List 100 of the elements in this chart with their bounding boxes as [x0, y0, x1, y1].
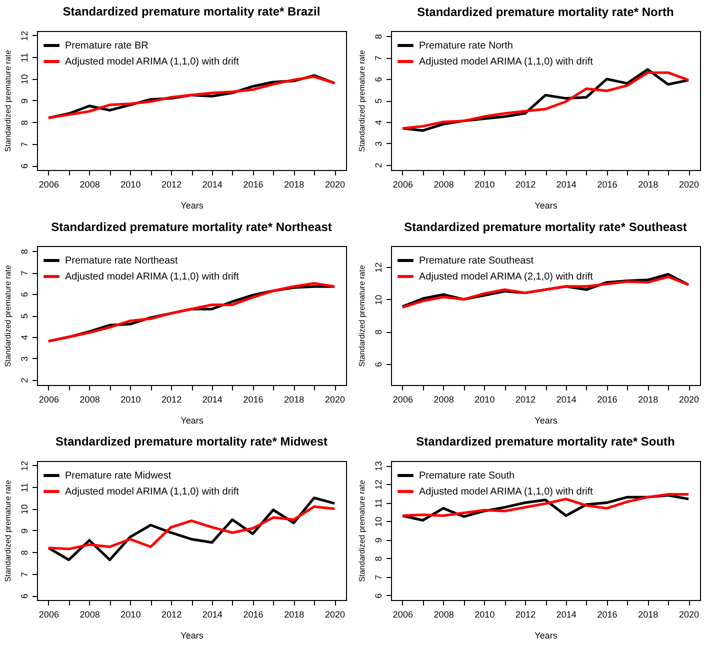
y-tick-label: 7 — [20, 270, 30, 276]
y-tick-label: 10 — [374, 516, 384, 527]
y-tick-label: 6 — [20, 594, 30, 599]
x-tick-label: 2006 — [38, 180, 59, 190]
x-tick-label: 2020 — [679, 610, 700, 620]
x-tick-label: 2010 — [474, 394, 495, 404]
legend-label: Premature rate BR — [65, 40, 148, 52]
y-tick-label: 12 — [374, 262, 384, 273]
chart-title: Standardized premature mortality rate* North — [417, 5, 674, 19]
x-tick-label: 2008 — [434, 610, 454, 620]
y-tick-label: 10 — [20, 74, 30, 84]
legend-label: Premature rate Northeast — [65, 256, 178, 266]
chart-title: Standardized premature mortality rate* Brazil — [62, 4, 320, 18]
x-tick-label: 2006 — [392, 180, 413, 190]
y-tick-label: 6 — [374, 362, 384, 367]
x-tick-label: 2006 — [392, 610, 413, 620]
x-tick-label: 2016 — [597, 180, 618, 190]
legend-label: Adjusted model ARIMA (1,1,0) with drift — [65, 486, 240, 498]
legend-label: Adjusted model ARIMA (1,1,0) with drift — [419, 486, 594, 498]
x-tick-label: 2018 — [284, 394, 304, 404]
x-tick-label: 2008 — [434, 180, 454, 190]
y-tick-label: 8 — [374, 34, 384, 40]
legend-label: Premature rate South — [419, 470, 515, 482]
x-tick-label: 2010 — [120, 610, 141, 620]
x-tick-label: 2008 — [80, 394, 100, 404]
x-tick-label: 2014 — [202, 610, 222, 620]
y-tick-label: 5 — [374, 98, 384, 104]
y-axis-title: Standardized premature rate — [358, 264, 366, 367]
y-tick-label: 10 — [20, 504, 30, 514]
y-axis-title: Standardized premature rate — [4, 264, 12, 367]
x-tick-label: 2006 — [38, 394, 59, 404]
y-tick-label: 9 — [20, 98, 30, 104]
chart-title: Standardized premature mortality rate* Midwest — [55, 434, 328, 448]
x-tick-label: 2010 — [474, 180, 495, 190]
y-tick-label: 13 — [374, 461, 384, 472]
chart-title: Standardized premature mortality rate* Northeast — [51, 220, 332, 234]
chart-title: Standardized premature mortality rate* South — [416, 434, 675, 449]
y-tick-label: 6 — [374, 593, 384, 598]
x-tick-label: 2016 — [597, 394, 618, 404]
x-tick-label: 2012 — [516, 610, 536, 620]
x-tick-label: 2012 — [162, 180, 182, 190]
y-tick-label: 6 — [20, 164, 30, 169]
y-tick-label: 12 — [20, 460, 30, 471]
y-tick-label: 9 — [20, 528, 30, 534]
x-tick-label: 2010 — [120, 394, 141, 404]
x-tick-label: 2014 — [202, 394, 222, 404]
x-tick-label: 2020 — [325, 180, 346, 190]
y-tick-label: 6 — [374, 77, 384, 82]
y-axis-title: Standardized premature rate — [358, 480, 366, 582]
y-tick-label: 3 — [20, 356, 30, 362]
y-tick-label: 8 — [20, 550, 30, 556]
y-tick-label: 5 — [20, 313, 30, 319]
y-axis-title: Standardized premature rate — [358, 50, 366, 152]
x-tick-label: 2020 — [679, 180, 700, 190]
x-axis-title: Years — [534, 200, 558, 210]
x-axis-title: Years — [534, 416, 558, 426]
y-tick-label: 7 — [20, 572, 30, 577]
legend-label: Adjusted model ARIMA (1,1,0) with drift — [65, 272, 240, 282]
x-tick-label: 2014 — [556, 394, 576, 404]
y-tick-label: 7 — [374, 574, 384, 580]
x-tick-label: 2020 — [325, 394, 346, 404]
y-tick-label: 4 — [20, 334, 30, 340]
x-axis-title: Years — [180, 416, 204, 426]
y-tick-label: 10 — [374, 294, 384, 305]
y-tick-label: 2 — [374, 162, 384, 168]
x-tick-label: 2006 — [392, 394, 413, 404]
x-axis-title: Years — [180, 200, 204, 210]
legend-label: Premature rate North — [419, 40, 513, 52]
legend-label: Premature rate Midwest — [65, 470, 172, 482]
y-tick-label: 4 — [374, 120, 384, 125]
y-tick-label: 8 — [20, 120, 30, 126]
x-tick-label: 2016 — [243, 610, 264, 620]
y-tick-label: 8 — [374, 330, 384, 335]
x-tick-label: 2018 — [638, 610, 658, 620]
y-tick-label: 8 — [374, 556, 384, 562]
x-tick-label: 2016 — [597, 610, 618, 620]
y-tick-label: 12 — [20, 30, 30, 41]
legend-label: Premature rate Southeast — [419, 256, 534, 266]
legend-label: Adjusted model ARIMA (1,1,0) with drift — [65, 56, 240, 68]
y-tick-label: 12 — [374, 480, 384, 490]
legend-label: Adjusted model ARIMA (1,1,0) with drift — [419, 56, 594, 68]
line-series — [47, 505, 336, 550]
chart-title: Standardized premature mortality rate* Southeast — [404, 220, 687, 234]
x-tick-label: 2010 — [120, 180, 141, 190]
x-tick-label: 2012 — [162, 394, 182, 404]
x-tick-label: 2012 — [516, 394, 536, 404]
y-tick-label: 6 — [20, 292, 30, 298]
x-tick-label: 2020 — [679, 394, 700, 404]
x-tick-label: 2006 — [38, 610, 59, 620]
x-tick-label: 2020 — [325, 610, 346, 620]
x-tick-label: 2012 — [516, 180, 536, 190]
y-axis-title: Standardized premature rate — [4, 480, 12, 582]
x-tick-label: 2010 — [474, 610, 495, 620]
y-tick-label: 11 — [20, 482, 30, 492]
x-tick-label: 2012 — [162, 610, 182, 620]
y-tick-label: 11 — [374, 498, 384, 508]
legend-label: Adjusted model ARIMA (2,1,0) with drift — [419, 272, 594, 282]
x-tick-label: 2014 — [556, 610, 576, 620]
x-tick-label: 2014 — [202, 180, 222, 190]
x-tick-label: 2018 — [284, 610, 304, 620]
